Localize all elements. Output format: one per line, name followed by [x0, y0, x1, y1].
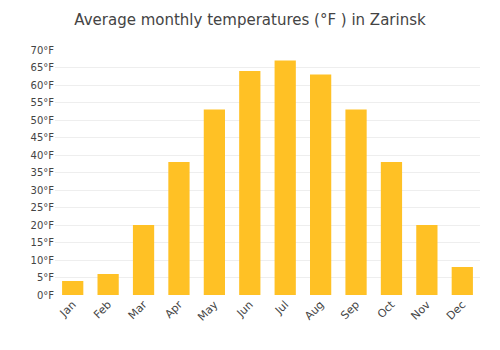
svg-text:Aug: Aug [302, 298, 326, 322]
svg-text:Jan: Jan [57, 298, 79, 320]
svg-text:30°F: 30°F [31, 185, 55, 196]
svg-text:5°F: 5°F [37, 272, 54, 283]
svg-text:50°F: 50°F [31, 115, 55, 126]
svg-text:Average monthly temperatures (: Average monthly temperatures (°F ) in Za… [74, 11, 426, 29]
svg-text:65°F: 65°F [31, 62, 55, 73]
svg-text:35°F: 35°F [31, 167, 55, 178]
svg-text:10°F: 10°F [31, 255, 55, 266]
svg-text:25°F: 25°F [31, 202, 55, 213]
svg-text:Apr: Apr [162, 298, 185, 321]
svg-text:Feb: Feb [91, 298, 114, 321]
svg-text:70°F: 70°F [31, 45, 55, 56]
svg-text:Nov: Nov [409, 298, 434, 323]
svg-text:Jul: Jul [272, 298, 291, 317]
svg-text:60°F: 60°F [31, 80, 55, 91]
svg-text:40°F: 40°F [31, 150, 55, 161]
svg-text:Jun: Jun [234, 298, 256, 320]
svg-text:20°F: 20°F [31, 220, 55, 231]
svg-text:Oct: Oct [375, 298, 398, 321]
svg-text:Mar: Mar [126, 298, 150, 322]
svg-text:55°F: 55°F [31, 97, 55, 108]
svg-text:May: May [195, 298, 221, 324]
svg-text:15°F: 15°F [31, 237, 55, 248]
svg-text:45°F: 45°F [31, 132, 55, 143]
svg-text:0°F: 0°F [37, 290, 54, 301]
svg-text:Sep: Sep [338, 298, 362, 322]
svg-text:Dec: Dec [444, 298, 468, 322]
